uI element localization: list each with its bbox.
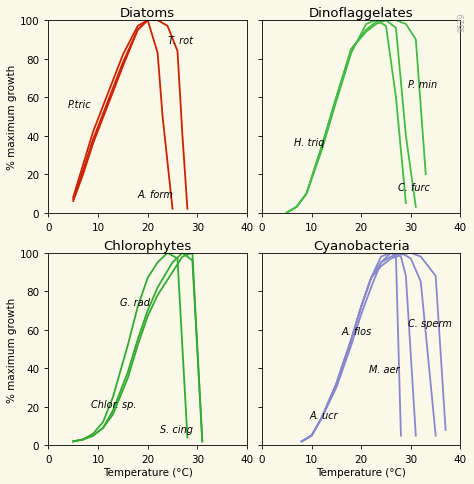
X-axis label: Temperature (°C): Temperature (°C) [103, 467, 192, 477]
Text: C. sperm: C. sperm [409, 318, 452, 328]
Text: A. flos: A. flos [341, 326, 372, 336]
Text: H. triq: H. triq [294, 138, 325, 148]
Text: C. furc: C. furc [399, 182, 430, 192]
Text: G. rad: G. rad [120, 297, 150, 307]
Text: Chlor. sp.: Chlor. sp. [91, 399, 136, 409]
Title: Chlorophytes: Chlorophytes [103, 239, 192, 252]
Text: P. min: P. min [409, 80, 438, 91]
Y-axis label: % maximum growth: % maximum growth [7, 64, 17, 169]
Text: S. cing: S. cing [160, 424, 193, 434]
Text: A. ucr: A. ucr [309, 410, 337, 421]
Y-axis label: % maximum growth: % maximum growth [7, 297, 17, 402]
Title: Cyanobacteria: Cyanobacteria [313, 239, 410, 252]
Text: M. aer: M. aer [369, 364, 399, 374]
Text: P.tric: P.tric [67, 100, 91, 109]
X-axis label: Temperature (°C): Temperature (°C) [316, 467, 406, 477]
Text: T. rot: T. rot [167, 36, 192, 46]
Title: Dinoflaggelates: Dinoflaggelates [309, 7, 413, 20]
Text: 9529: 9529 [458, 12, 467, 31]
Text: A. form: A. form [138, 190, 173, 200]
Title: Diatoms: Diatoms [120, 7, 175, 20]
